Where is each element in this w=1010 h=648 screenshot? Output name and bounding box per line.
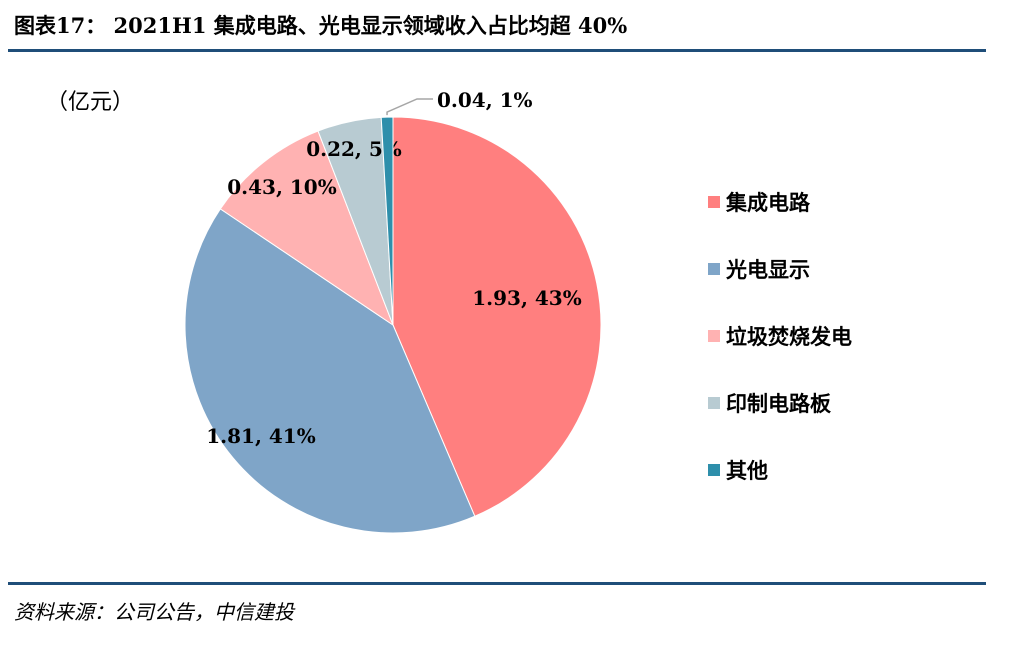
legend-swatch xyxy=(708,396,720,409)
legend-swatch xyxy=(708,195,720,208)
data-label: 0.04, 1% xyxy=(437,88,533,112)
source-note: 资料来源：公司公告，中信建投 xyxy=(14,600,294,624)
leader-line xyxy=(386,98,433,116)
slice-other xyxy=(380,116,394,326)
legend-item-integrated-circuit: 集成电路 xyxy=(708,168,928,235)
slice-waste-incineration xyxy=(219,130,395,327)
data-label: 0.43, 10% xyxy=(227,175,336,199)
legend-item-waste-incineration: 垃圾焚烧发电 xyxy=(708,302,928,369)
legend-item-pcb: 印制电路板 xyxy=(708,369,928,436)
legend-label: 印制电路板 xyxy=(726,391,831,416)
unit-label: （亿元） xyxy=(46,90,135,115)
chart-title: 图表17： 2021H1 集成电路、光电显示领域收入占比均超 40% xyxy=(14,13,628,38)
legend-swatch xyxy=(708,329,720,342)
slice-optoelectronic-display xyxy=(184,208,476,534)
legend-swatch xyxy=(708,262,720,275)
legend-label: 光电显示 xyxy=(726,257,810,282)
data-label: 1.81, 41% xyxy=(206,424,315,448)
legend: 集成电路 光电显示 垃圾焚烧发电 印制电路板 其他 xyxy=(708,168,928,488)
bottom-divider xyxy=(8,582,986,585)
legend-swatch xyxy=(708,463,720,476)
legend-label: 垃圾焚烧发电 xyxy=(726,324,852,349)
legend-item-optoelectronic-display: 光电显示 xyxy=(708,235,928,302)
legend-item-other: 其他 xyxy=(708,436,928,503)
slice-integrated-circuit xyxy=(392,116,602,517)
data-label: 1.93, 43% xyxy=(472,286,581,310)
legend-label: 其他 xyxy=(726,458,768,483)
top-divider xyxy=(8,49,986,52)
legend-label: 集成电路 xyxy=(726,190,810,215)
